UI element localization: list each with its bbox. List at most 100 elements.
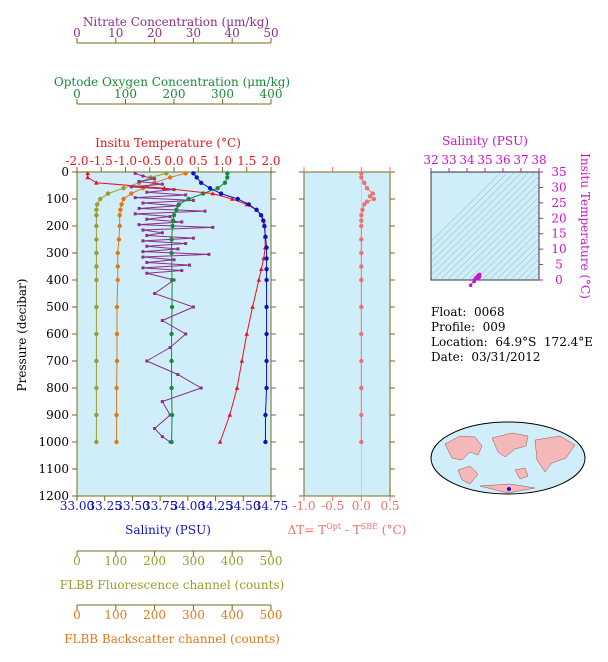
nitrate-point xyxy=(207,252,211,256)
delta-t-point xyxy=(359,277,364,283)
oxygen-point xyxy=(174,207,179,212)
fluorescence-point xyxy=(94,223,99,229)
ts-temperature-tick-label: 30 xyxy=(551,180,566,194)
ts-density-isopleth xyxy=(502,244,539,280)
backscatter-point xyxy=(129,191,134,196)
backscatter-point xyxy=(118,207,123,212)
salinity-point xyxy=(263,412,268,418)
backscatter-point xyxy=(117,213,122,218)
backscatter-point xyxy=(114,331,120,337)
oxygen-tick-label: 0 xyxy=(73,87,81,101)
delta-t-tick-label: -0.5 xyxy=(321,499,344,513)
fluorescence-point xyxy=(121,186,126,191)
delta-t-point xyxy=(359,171,364,176)
delta-t-point xyxy=(359,218,364,223)
ts-point xyxy=(468,283,473,288)
nitrate-point xyxy=(141,266,145,270)
nitrate-point xyxy=(191,305,195,309)
oxygen-point xyxy=(169,412,175,418)
oxygen-point xyxy=(169,304,175,310)
map-land xyxy=(491,432,529,458)
oxygen-point xyxy=(169,331,174,337)
backscatter-tick-label: 0 xyxy=(73,608,81,622)
ts-density-isopleth xyxy=(537,278,539,280)
ts-density-isopleth xyxy=(481,224,539,280)
nitrate-point xyxy=(184,242,188,246)
ts-temperature-tick-label: 25 xyxy=(551,196,566,210)
nitrate-point xyxy=(137,223,141,227)
nitrate-point xyxy=(191,236,195,240)
pressure-tick-label: 800 xyxy=(46,381,69,395)
fluorescence-tick-label: 500 xyxy=(260,554,283,568)
backscatter-tick-label: 400 xyxy=(221,608,244,622)
ts-salinity-tick-label: 36 xyxy=(495,153,510,167)
nitrate-point xyxy=(176,247,180,251)
map-land xyxy=(534,435,576,473)
nitrate-point xyxy=(141,201,145,205)
ts-temperature-tick-label: 15 xyxy=(551,227,566,241)
temperature-point xyxy=(259,266,264,271)
oxygen-point xyxy=(222,180,228,185)
ts-point xyxy=(472,279,477,284)
fluorescence-point xyxy=(94,331,99,337)
delta-t-point xyxy=(371,196,377,202)
salinity-tick-label: 34.50 xyxy=(226,499,260,513)
fluorescence-point xyxy=(164,171,169,176)
salinity-point xyxy=(235,196,240,202)
ts-density-isopleth xyxy=(516,258,539,280)
nitrate-tick-label: 20 xyxy=(147,26,162,40)
salinity-point xyxy=(264,277,269,283)
nitrate-tick-label: 40 xyxy=(225,26,240,40)
ts-density-isopleth xyxy=(432,175,539,280)
oxygen-point xyxy=(186,196,191,202)
delta-t-point xyxy=(362,202,367,207)
map-land xyxy=(444,435,483,461)
nitrate-point xyxy=(168,346,172,349)
temperature-tick-label: 0.5 xyxy=(189,154,208,168)
float-location-marker xyxy=(507,487,511,491)
salinity-point xyxy=(264,267,269,272)
nitrate-point xyxy=(153,292,157,295)
oxygen-point xyxy=(169,358,174,364)
salinity-axis-title: Salinity (PSU) xyxy=(125,523,211,537)
oxygen-point xyxy=(170,223,175,229)
fluorescence-point xyxy=(94,439,99,445)
pressure-tick-label: 0 xyxy=(61,165,69,179)
ts-temperature-tick-label: 20 xyxy=(551,211,566,225)
oxygen-tick-label: 300 xyxy=(211,87,234,101)
backscatter-point xyxy=(183,171,188,176)
ts-temperature-tick-label: 10 xyxy=(551,242,566,256)
ts-density-isopleth xyxy=(431,172,537,276)
nitrate-point xyxy=(145,359,149,363)
salinity-point xyxy=(218,191,224,196)
ts-density-isopleth xyxy=(530,272,539,280)
ts-plot-area xyxy=(430,171,540,281)
nitrate-tick-label: 30 xyxy=(186,26,201,40)
nitrate-point xyxy=(211,225,215,229)
salinity-point xyxy=(264,331,269,337)
nitrate-point xyxy=(176,373,180,376)
delta-t-point xyxy=(359,358,364,364)
temperature-tick-label: 1.5 xyxy=(237,154,256,168)
ts-density-isopleth xyxy=(460,203,539,280)
salinity-point xyxy=(264,385,269,391)
ts-density-isopleth xyxy=(431,172,530,269)
delta-t-point xyxy=(360,207,365,212)
nitrate-point xyxy=(145,217,149,221)
delta-t-axis-title: ΔT= TOpt - TSBE (°C) xyxy=(288,522,407,537)
backscatter-point xyxy=(121,196,126,202)
ts-temperature-tick-label: 35 xyxy=(551,165,566,179)
nitrate-tick-label: 50 xyxy=(263,26,278,40)
fluorescence-tick-label: 200 xyxy=(143,554,166,568)
pressure-tick-label: 1100 xyxy=(38,462,69,476)
ts-salinity-tick-label: 34 xyxy=(459,153,475,167)
nitrate-point xyxy=(180,269,184,273)
nitrate-point xyxy=(145,233,149,237)
nitrate-point xyxy=(160,400,164,403)
backscatter-axis-title: FLBB Backscatter channel (counts) xyxy=(64,632,280,646)
delta-t-plot-area xyxy=(303,171,391,497)
nitrate-point xyxy=(141,174,145,178)
ts-density-isopleth xyxy=(446,189,539,280)
ts-salinity-tick-label: 35 xyxy=(477,153,492,167)
salinity-point xyxy=(264,256,269,261)
